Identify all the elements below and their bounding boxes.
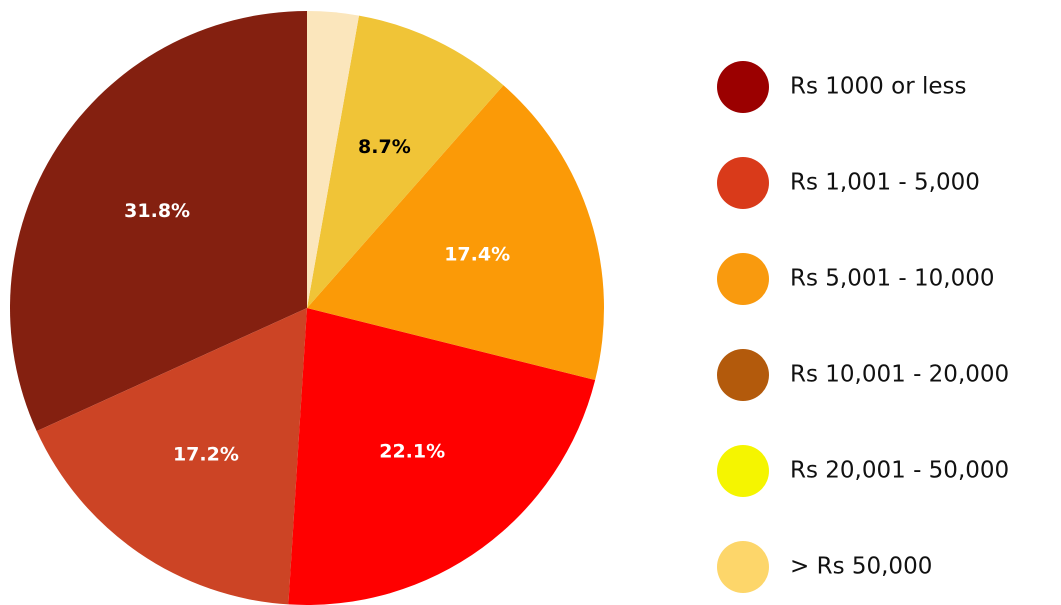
legend-swatch: [717, 61, 769, 113]
pie-slice: [36, 308, 308, 605]
pie-slice: [307, 15, 504, 309]
legend-swatch: [717, 349, 769, 401]
legend-swatch: [717, 157, 769, 209]
data-label: 8.7%: [358, 136, 411, 158]
legend-label: Rs 1000 or less: [790, 74, 966, 100]
legend-swatch: [717, 445, 769, 497]
pie-slice: [307, 85, 604, 381]
legend-label: Rs 10,001 - 20,000: [790, 362, 1009, 388]
legend-label: Rs 1,001 - 5,000: [790, 170, 980, 196]
data-label: 17.2%: [173, 443, 239, 465]
pie-slice: [307, 11, 359, 308]
legend-swatch: [717, 541, 769, 593]
pie-slice: [10, 11, 308, 432]
data-label: 31.8%: [124, 200, 190, 222]
legend-label: > Rs 50,000: [790, 554, 932, 580]
data-label: 17.4%: [444, 244, 510, 266]
data-label: 22.1%: [379, 440, 445, 462]
pie-slice: [288, 308, 596, 605]
legend-label: Rs 20,001 - 50,000: [790, 458, 1009, 484]
legend-swatch: [717, 253, 769, 305]
legend-label: Rs 5,001 - 10,000: [790, 266, 995, 292]
